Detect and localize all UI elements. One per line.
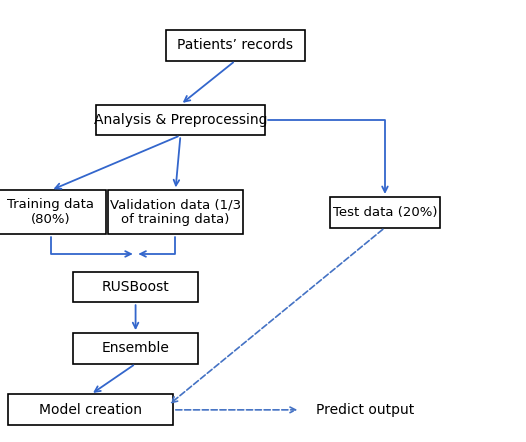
FancyBboxPatch shape [330, 197, 440, 228]
Text: Predict output: Predict output [316, 403, 414, 417]
FancyBboxPatch shape [96, 105, 265, 135]
FancyBboxPatch shape [0, 190, 106, 234]
FancyBboxPatch shape [108, 190, 243, 234]
Text: Test data (20%): Test data (20%) [333, 206, 437, 219]
FancyBboxPatch shape [300, 395, 430, 425]
Text: Training data
(80%): Training data (80%) [7, 198, 94, 226]
Text: Validation data (1/3
of training data): Validation data (1/3 of training data) [110, 198, 241, 226]
FancyBboxPatch shape [73, 333, 198, 364]
Text: Patients’ records: Patients’ records [177, 38, 294, 52]
Text: Ensemble: Ensemble [102, 341, 169, 355]
Text: RUSBoost: RUSBoost [102, 280, 169, 294]
FancyBboxPatch shape [8, 395, 173, 425]
Text: Analysis & Preprocessing: Analysis & Preprocessing [94, 113, 267, 127]
Text: Model creation: Model creation [39, 403, 142, 417]
FancyBboxPatch shape [166, 30, 305, 61]
FancyBboxPatch shape [73, 271, 198, 302]
